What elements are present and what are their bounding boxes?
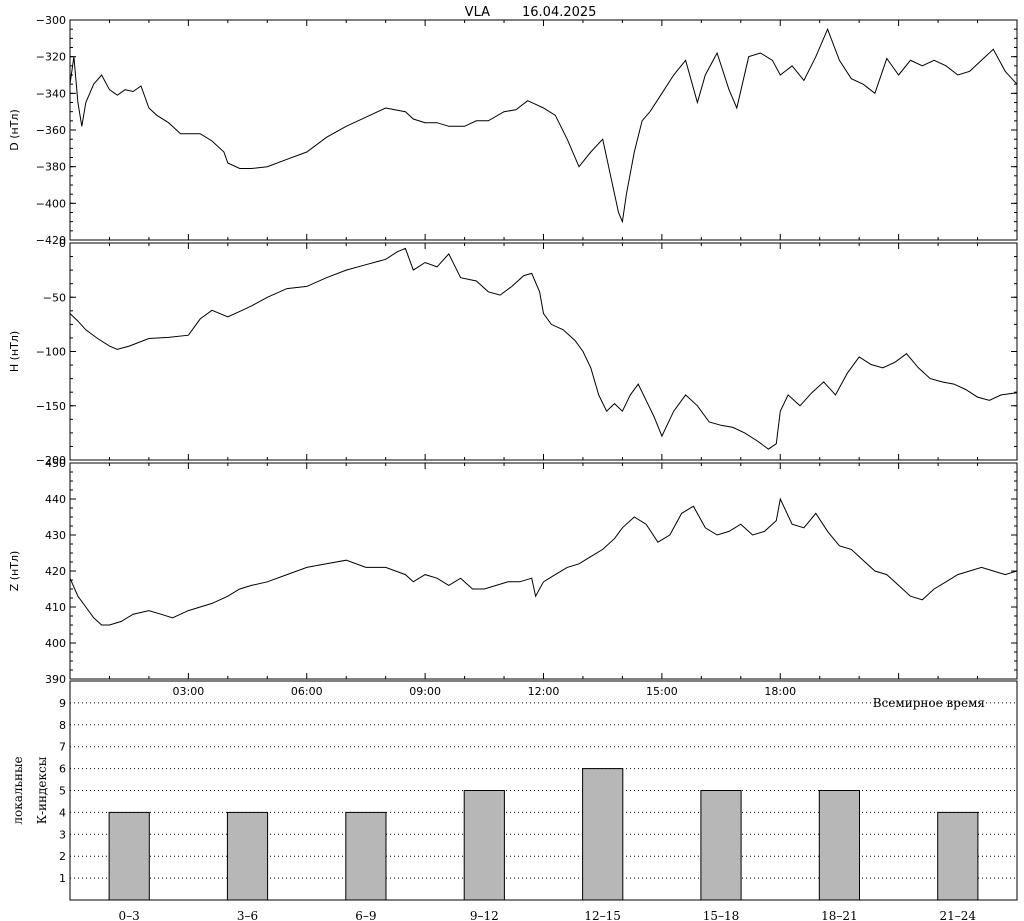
series-line (69, 497, 1018, 626)
y-tick-label: −150 (36, 400, 66, 413)
y-axis-label: H (нТл) (8, 331, 21, 372)
y-tick-label: 440 (45, 493, 66, 506)
time-tick-label: 15:00 (646, 685, 678, 698)
y-tick-label: −200 (36, 454, 66, 467)
y-axis-label: Z (нТл) (8, 551, 21, 592)
k-index-bar (937, 811, 979, 901)
chart-date: 16.04.2025 (522, 5, 596, 20)
time-tick-label: 12:00 (528, 685, 560, 698)
panel-2: −200 −150 −100 −50 0 H (нТл) (8, 237, 1018, 467)
y-tick-label: 6 (59, 763, 66, 776)
y-tick-label: 8 (59, 719, 66, 732)
y-tick-label: 450 (45, 457, 66, 470)
y-tick-label: 400 (45, 637, 66, 650)
panel-1: −420 −400 −380 −360 −340 −320 −300 D (нТл) (8, 14, 1018, 247)
y-tick-label: 0 (59, 237, 66, 250)
k-index-bar (700, 790, 742, 901)
k-index-bar (818, 790, 860, 901)
bar-category-label: 21–24 (940, 909, 977, 921)
time-tick-label: 03:00 (173, 685, 205, 698)
y-tick-label: 390 (45, 673, 66, 686)
bar-category-label: 3–6 (237, 909, 258, 921)
y-tick-label: 7 (59, 741, 66, 754)
y-tick-label: −400 (36, 197, 66, 210)
y-tick-label: −380 (36, 161, 66, 174)
y-tick-label: 1 (59, 872, 66, 885)
panel-frame (69, 242, 1018, 461)
y-tick-label: −100 (36, 346, 66, 359)
panel-frame (69, 19, 1018, 241)
y-axis-label-line2: К-индексы (35, 756, 49, 824)
k-index-bar (582, 768, 624, 901)
x-axis-label: Всемирное время (873, 696, 985, 710)
k-index-panel: 1 2 3 4 5 6 7 8 9 0–3 3–6 6–9 9–12 12–15 15–18 18–21 21–… (11, 680, 1018, 921)
y-tick-label: −420 (36, 234, 66, 247)
y-tick-label: 3 (59, 828, 66, 841)
y-tick-label: 9 (59, 697, 66, 710)
time-tick-label: 09:00 (409, 685, 441, 698)
bar-category-label: 18–21 (821, 909, 858, 921)
y-tick-label: −50 (43, 291, 66, 304)
k-index-bar (226, 811, 269, 901)
panel-frame (69, 680, 1018, 901)
y-tick-label: −340 (36, 87, 66, 100)
bar-category-label: 0–3 (119, 909, 140, 921)
time-tick-label: 06:00 (291, 685, 323, 698)
bar-category-label: 15–18 (703, 909, 740, 921)
bar-category-label: 12–15 (584, 909, 621, 921)
y-tick-label: 430 (45, 529, 66, 542)
y-tick-label: −320 (36, 51, 66, 64)
chart-title: VLA (465, 5, 490, 20)
series-line (69, 27, 1018, 224)
series-line (69, 247, 1018, 450)
y-tick-label: 420 (45, 565, 66, 578)
bar-category-label: 6–9 (355, 909, 376, 921)
y-tick-label: −300 (36, 14, 66, 27)
k-index-bar (108, 811, 150, 901)
y-tick-label: 410 (45, 601, 66, 614)
k-index-bar (463, 790, 505, 901)
bar-category-label: 9–12 (470, 909, 499, 921)
y-tick-label: 4 (59, 806, 66, 819)
y-axis-label-line1: локальные (11, 756, 25, 824)
y-tick-label: −360 (36, 124, 66, 137)
y-tick-label: 5 (59, 785, 66, 798)
panel-3: 390 400 410 420 430 440 450 Z (нТл) (8, 457, 1018, 686)
k-index-bar (345, 811, 387, 901)
y-axis-label: D (нТл) (8, 109, 21, 151)
y-tick-label: 2 (59, 850, 66, 863)
time-tick-label: 18:00 (764, 685, 796, 698)
